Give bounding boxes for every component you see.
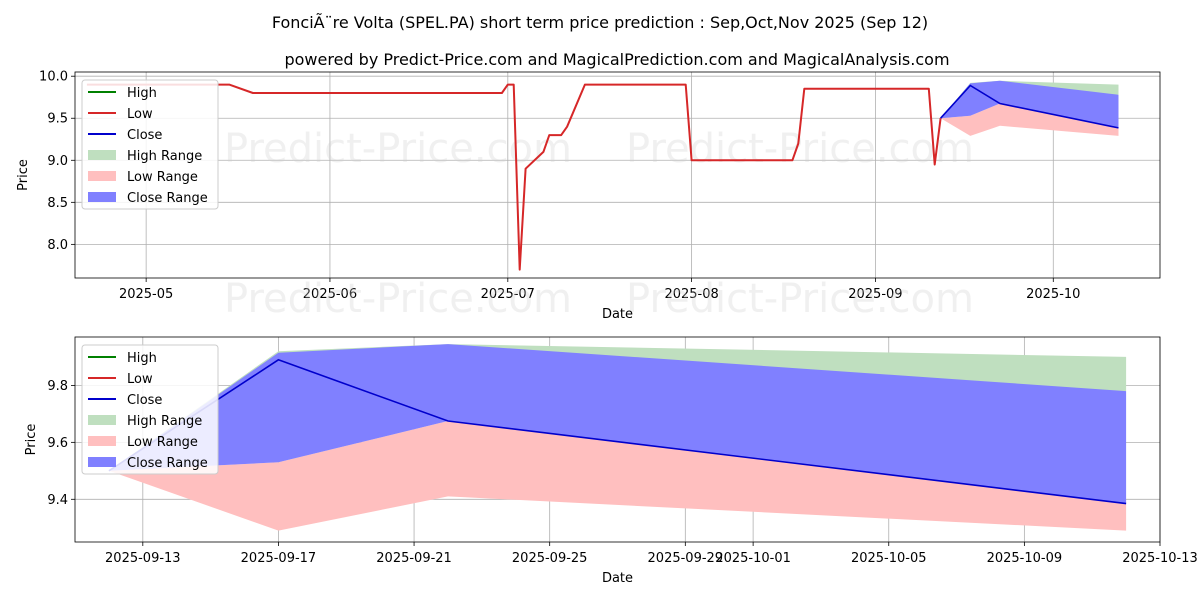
x-tick-label: 2025-09-13 [105,551,181,566]
watermark-text: Predict-Price.com [224,126,572,172]
chart-title: FonciÃ¨re Volta (SPEL.PA) short term pri… [272,13,928,32]
low-range-band [940,103,1119,136]
legend-patch-swatch [88,150,116,160]
legend-label: Close Range [127,191,208,206]
watermark-text: Predict-Price.com [224,276,572,322]
x-tick-label: 2025-08 [664,287,718,302]
x-tick-label: 2025-06 [303,287,357,302]
plot-frame [74,71,1161,279]
legend-label: High [127,351,157,366]
legend-label: Low Range [127,170,198,185]
y-tick-label: 10.0 [39,70,68,85]
legend-label: Close [127,128,162,143]
top-price-panel: 2025-05 2025-06 2025-07 2025-08 2025-09 2025-… [16,70,1161,322]
close-range-band [940,80,1119,128]
x-tick-label: 2025-09 [848,287,902,302]
plot-marks [86,80,1119,271]
x-tick-label: 2025-09-29 [648,551,724,566]
watermark-text: Predict-Price.com [626,276,974,322]
x-tick-label: 2025-10-13 [1122,551,1198,566]
y-tick-label: 9.8 [47,379,68,394]
x-tick-label: 2025-10 [1026,287,1080,302]
y-tick-label: 8.5 [47,196,68,211]
legend-label: Low [127,107,153,122]
x-tick-label: 2025-07 [481,287,535,302]
legend-label: High Range [127,414,202,429]
y-tick-label: 9.5 [47,112,68,127]
legend-patch-swatch [88,415,116,425]
legend-label: Low [127,372,153,387]
close-range-band [108,344,1127,504]
x-tick-label: 2025-05 [119,287,173,302]
x-tick-label: 2025-10-05 [851,551,927,566]
close-forecast-line [940,84,1119,129]
plot-marks [108,344,1127,531]
legend-patch-swatch [88,457,116,467]
y-tick-label: 9.4 [47,493,68,508]
bottom-forecast-panel: 2025-09-13 2025-09-17 2025-09-21 2025-09-25… [24,336,1198,586]
y-tick-label: 9.0 [47,154,68,169]
legend-label: Close Range [127,456,208,471]
low-range-band [108,421,1127,531]
legend-patch-swatch [88,436,116,446]
legend-label: High [127,86,157,101]
y-axis-label: Price [16,159,31,191]
legend-label: Low Range [127,435,198,450]
chart-subtitle: powered by Predict-Price.com and Magical… [284,50,949,69]
low-price-line [86,83,942,271]
x-tick-label: 2025-10-01 [715,551,791,566]
y-tick-label: 8.0 [47,238,68,253]
y-tick-label: 9.6 [47,436,68,451]
legend-label: Close [127,393,162,408]
x-axis-label: Date [602,307,633,322]
x-tick-label: 2025-09-17 [241,551,317,566]
plot-frame [74,336,1161,543]
x-axis-label: Date [602,571,633,586]
legend-patch-swatch [88,171,116,181]
legend-label: High Range [127,149,202,164]
x-tick-label: 2025-09-25 [512,551,588,566]
legend-patch-swatch [88,192,116,202]
y-axis-label: Price [24,424,39,456]
x-tick-label: 2025-10-09 [987,551,1063,566]
x-tick-label: 2025-09-21 [376,551,452,566]
